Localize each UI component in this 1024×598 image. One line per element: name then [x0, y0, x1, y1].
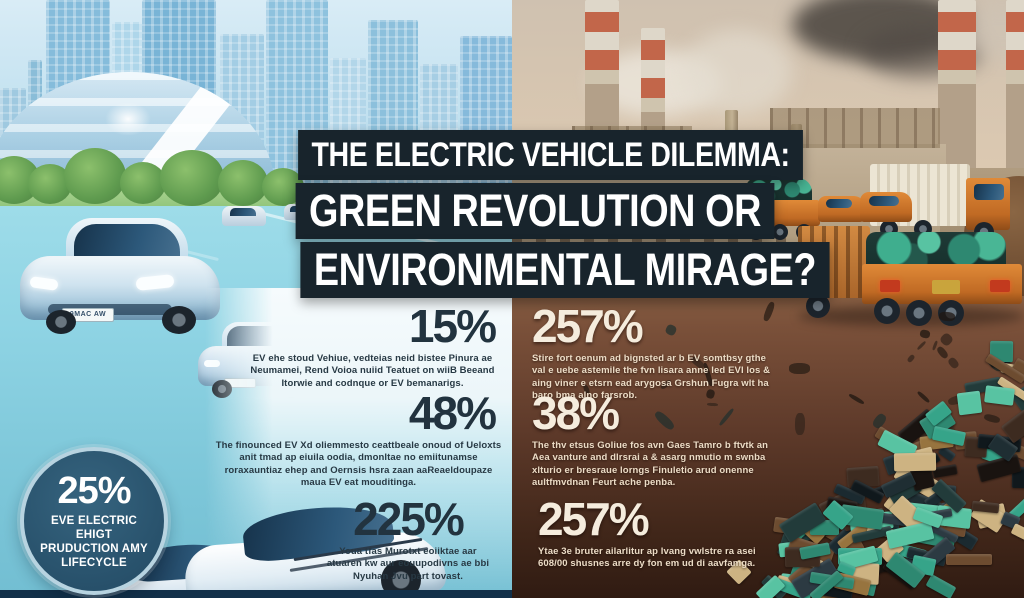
- stat-block-right-257a: 257% Stire fort oenum ad bignsted ar b E…: [532, 303, 780, 402]
- lifecycle-badge: 25% EVE ELECTRIC EHIGT PRUDUCTION AMY LI…: [20, 447, 168, 595]
- stat-text: EV ehe stoud Vehiue, vedteias neid biste…: [250, 353, 495, 389]
- discarded-battery: [984, 385, 1015, 406]
- title-banner: THE ELECTRIC VEHICLE DILEMMA: GREEN REVO…: [250, 130, 830, 301]
- tree: [160, 150, 224, 206]
- stat-text: Ytae 3e bruter ailarlitur ap lvang vwlst…: [538, 546, 756, 570]
- stat-value: 38%: [532, 387, 620, 439]
- electric-car-main: 9MAC AW: [20, 218, 220, 334]
- taillight: [990, 280, 1010, 292]
- stat-text: The thv etsus Goliue fos avn Gaes Tamro …: [532, 440, 769, 489]
- car-windshield: [74, 224, 180, 262]
- battery-pile: [512, 0, 1024, 598]
- trailer-body: [862, 264, 1022, 304]
- battery-trailer-truck: [798, 222, 1024, 326]
- title-line-2: GREEN REVOLUTION OR: [295, 183, 775, 239]
- debris: [789, 363, 810, 374]
- stat-value: 257%: [532, 300, 644, 352]
- tree: [120, 162, 166, 204]
- stat-block-ev-48: 48% The finounced EV Xd oliemmesto ceatt…: [212, 390, 505, 489]
- title-line-3: ENVIRONMENTAL MIRAGE?: [300, 242, 830, 298]
- orange-car: [860, 192, 912, 222]
- truck-cab: [966, 178, 1010, 230]
- title-line-1: THE ELECTRIC VEHICLE DILEMMA:: [298, 130, 804, 180]
- stat-block-ev-15: 15% EV ehe stoud Vehiue, vedteias neid b…: [240, 303, 505, 390]
- truck-wheel: [906, 300, 932, 326]
- bottom-strip: [0, 590, 512, 598]
- stat-block-right-257b: 257% Ytae 3e bruter ailarlitur ap lvang …: [538, 496, 756, 571]
- distant-car: [222, 206, 266, 226]
- debris-field: [512, 0, 1024, 598]
- truck-wheel: [772, 224, 788, 240]
- tree: [64, 148, 126, 204]
- discarded-battery: [893, 452, 937, 472]
- trailer-plate: [932, 280, 960, 294]
- car-wheel: [46, 310, 76, 334]
- stat-text: The finounced EV Xd oliemmesto ceattbeal…: [215, 440, 502, 489]
- truck-wheel: [874, 298, 900, 324]
- stat-value: 225%: [353, 493, 465, 545]
- car-glass: [869, 196, 899, 206]
- stat-block-ev-225: 225% Youa tfas Murotxt eoiiktae aar atua…: [322, 496, 494, 583]
- badge-label: EVE ELECTRIC EHIGT PRUDUCTION AMY LIFECY…: [40, 514, 148, 569]
- smokestack: [1006, 0, 1024, 168]
- stat-value: 257%: [538, 493, 650, 545]
- cab-windshield: [974, 184, 1004, 200]
- discarded-battery: [932, 463, 958, 479]
- discarded-battery: [1010, 523, 1024, 542]
- taillight: [880, 280, 900, 292]
- discarded-battery: [956, 390, 983, 416]
- dome-highlight: [105, 102, 151, 136]
- stat-text: Youa tfas Murotxt eoiiktae aar atuaren k…: [326, 546, 490, 582]
- tree: [218, 160, 268, 206]
- car-glass: [230, 208, 256, 216]
- orange-car: [818, 196, 864, 222]
- discarded-battery: [946, 554, 992, 565]
- stat-block-right-38: 38% The thv etsus Goliue fos avn Gaes Ta…: [532, 390, 787, 489]
- car-wheel: [162, 306, 196, 334]
- stat-text: Stire fort oenum ad bignsted ar b EV som…: [532, 353, 771, 402]
- car-glass: [826, 199, 852, 208]
- badge-value: 25%: [57, 470, 131, 513]
- truck-wheel: [806, 294, 830, 318]
- industrial-scene: [512, 0, 1024, 598]
- stat-value: 48%: [408, 387, 497, 439]
- stat-value: 15%: [408, 300, 497, 352]
- steam-cloud: [682, 30, 792, 114]
- discarded-battery: [925, 574, 957, 598]
